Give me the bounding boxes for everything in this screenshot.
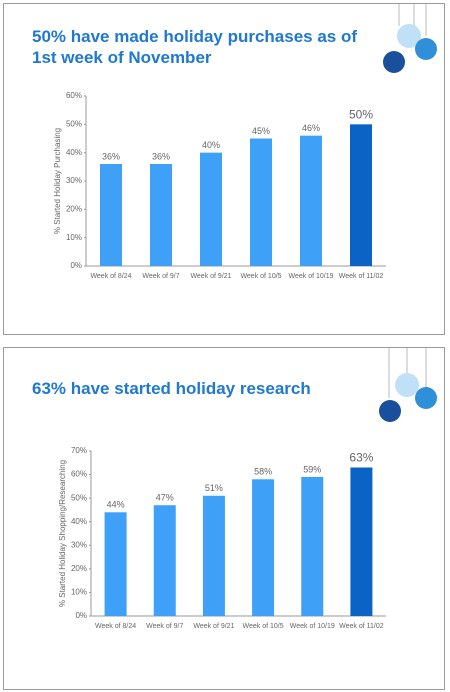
x-tick-label: Week of 9/21 [190,273,231,280]
y-tick-label: 10% [71,588,87,597]
x-tick-label: Week of 10/5 [243,623,284,630]
y-tick-label: 40% [66,148,82,157]
value-label: 36% [152,151,170,161]
x-tick-label: Week of 11/02 [339,273,384,280]
bar [153,505,176,616]
bar [100,164,122,266]
bar [200,152,222,266]
value-label: 50% [349,108,373,122]
value-label: 59% [303,464,321,474]
slide: 0% 10% 20% 30% 40% 50% 60% % Started Holiday Pu… [3,3,445,335]
bar [150,164,172,266]
x-tick-label: Week of 10/19 [288,273,333,280]
y-tick-label: 20% [66,204,82,213]
y-tick-label: 40% [71,517,87,526]
x-tick-label: Week of 11/02 [339,623,384,630]
y-tick-label: 50% [66,119,82,128]
slide: 0% 10% 20% 30% 40% 50% 60% 70% % Started Holiday… [3,347,445,690]
x-tick-label: Week of 9/21 [193,623,234,630]
y-axis-label: % Started Holiday Purchasing [53,128,62,234]
x-tick-label: Week of 10/19 [290,623,335,630]
bar [350,467,373,616]
ornaments [379,348,437,422]
y-tick-label: 0% [70,261,82,270]
y-tick-label: 60% [66,91,82,100]
y-tick-label: 30% [71,540,87,549]
value-label: 58% [254,467,272,477]
value-label: 46% [302,123,320,133]
value-label: 51% [205,483,223,493]
y-tick-label: 50% [71,493,87,502]
x-tick-label: Week of 9/7 [146,623,183,630]
bar [301,476,324,616]
x-tick-label: Week of 8/24 [95,623,136,630]
y-tick-label: 30% [66,176,82,185]
value-label: 45% [252,126,270,136]
x-tick-label: Week of 10/5 [240,273,281,280]
x-tick-label: Week of 9/7 [142,273,179,280]
bar [252,479,275,616]
bar [202,495,225,616]
y-tick-label: 10% [66,233,82,242]
value-label: 40% [202,140,220,150]
bar [350,124,372,266]
bar [250,138,272,266]
y-tick-label: 0% [75,611,87,620]
value-label: 44% [107,500,125,510]
y-tick-label: 20% [71,564,87,573]
value-label: 63% [349,451,373,465]
chart-title: 50% have made holiday purchases as of 1s… [32,27,358,67]
y-tick-label: 70% [71,446,87,455]
y-tick-label: 60% [71,470,87,479]
y-axis-label: % Started Holiday Shopping/Researching [58,460,67,607]
x-tick-label: Week of 8/24 [90,273,131,280]
chart-title: 63% have started holiday research [32,379,311,398]
bar [300,135,322,266]
value-label: 36% [102,151,120,161]
value-label: 47% [156,493,174,503]
chart: 0% 10% 20% 30% 40% 50% 60% 70% % Started Holiday… [58,348,437,630]
ornaments [383,4,437,73]
bar [104,512,127,616]
chart: 0% 10% 20% 30% 40% 50% 60% % Started Holiday Pu… [53,4,437,280]
